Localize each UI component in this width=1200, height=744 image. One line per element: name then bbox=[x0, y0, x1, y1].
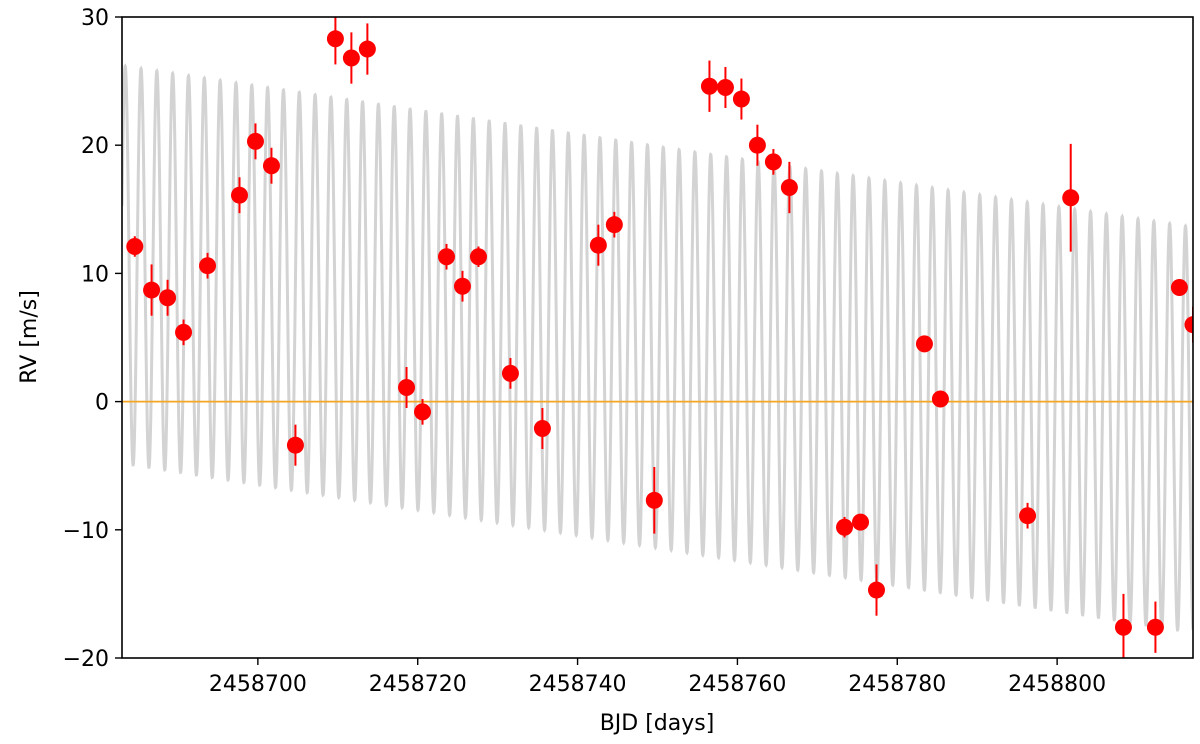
x-axis-ticks: 2458700 2458720 2458740 2458760 2458780 24588… bbox=[209, 658, 1106, 697]
data-point bbox=[700, 77, 718, 95]
data-points bbox=[126, 17, 1193, 658]
data-point bbox=[1062, 189, 1080, 207]
data-point bbox=[199, 257, 217, 275]
y-tick-label: 0 bbox=[95, 391, 109, 416]
data-point bbox=[246, 132, 264, 150]
data-point bbox=[748, 136, 766, 154]
y-tick-label: 10 bbox=[81, 262, 109, 287]
data-point bbox=[159, 289, 177, 307]
model-curve-path bbox=[122, 63, 1193, 632]
data-point bbox=[1170, 279, 1188, 297]
y-tick-label: −10 bbox=[63, 519, 109, 544]
data-point bbox=[1184, 316, 1193, 334]
data-point bbox=[437, 248, 455, 266]
data-point bbox=[398, 378, 416, 396]
x-tick-label: 2458780 bbox=[848, 672, 946, 697]
data-point bbox=[230, 186, 248, 204]
data-point bbox=[262, 157, 280, 175]
data-point bbox=[1019, 507, 1037, 525]
model-curve bbox=[122, 63, 1193, 632]
data-point bbox=[501, 364, 519, 382]
y-axis-ticks: −20 −10 0 10 20 30 bbox=[63, 6, 122, 672]
data-point bbox=[867, 581, 885, 599]
data-point bbox=[716, 79, 734, 97]
data-point bbox=[645, 491, 663, 509]
data-point bbox=[342, 49, 360, 67]
data-point bbox=[605, 216, 623, 234]
data-point bbox=[533, 420, 551, 438]
plot-frame bbox=[121, 16, 1194, 659]
data-point bbox=[414, 403, 432, 421]
data-point bbox=[852, 513, 870, 531]
y-tick-label: 20 bbox=[81, 134, 109, 159]
data-point bbox=[326, 30, 344, 48]
y-tick-label: −20 bbox=[63, 647, 109, 672]
data-point bbox=[453, 277, 471, 295]
data-point bbox=[1114, 618, 1132, 636]
y-tick-label: 30 bbox=[81, 6, 109, 31]
x-tick-label: 2458700 bbox=[209, 672, 307, 697]
data-point bbox=[915, 335, 933, 353]
x-tick-label: 2458760 bbox=[688, 672, 786, 697]
data-point bbox=[836, 518, 854, 536]
data-point bbox=[286, 436, 304, 454]
y-axis-label: RV [m/s] bbox=[17, 290, 42, 384]
data-point bbox=[175, 323, 193, 341]
data-point bbox=[931, 390, 949, 408]
data-point bbox=[589, 236, 607, 254]
data-point bbox=[1146, 618, 1164, 636]
data-point bbox=[143, 281, 161, 299]
x-axis-label: BJD [days] bbox=[600, 711, 715, 736]
data-point bbox=[469, 248, 487, 266]
data-point bbox=[732, 90, 750, 108]
data-point bbox=[358, 40, 376, 58]
data-point bbox=[126, 237, 144, 255]
x-tick-label: 2458720 bbox=[369, 672, 467, 697]
data-point bbox=[764, 153, 782, 171]
data-point bbox=[780, 179, 798, 197]
x-tick-label: 2458800 bbox=[1008, 672, 1106, 697]
x-tick-label: 2458740 bbox=[529, 672, 627, 697]
